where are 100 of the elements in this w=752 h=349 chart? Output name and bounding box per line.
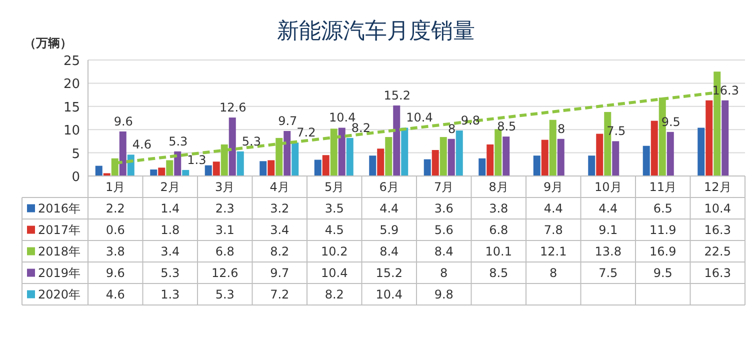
y-tick-label: 10	[63, 124, 80, 139]
bar	[432, 150, 439, 176]
bar	[260, 161, 267, 176]
bar	[103, 173, 110, 176]
data-label: 3.8	[489, 202, 508, 216]
data-label: 3.1	[215, 223, 234, 237]
data-label: 10.1	[485, 244, 512, 258]
data-label: 2.3	[215, 202, 234, 216]
data-label: 10.2	[321, 244, 348, 258]
data-label: 12.6	[212, 266, 238, 280]
bar	[385, 137, 392, 176]
chart-title: 新能源汽车月度销量	[277, 19, 475, 44]
data-label: 1.8	[160, 223, 180, 237]
bar	[228, 118, 236, 176]
annotation: 1.3	[187, 152, 206, 167]
data-label: 9.1	[598, 223, 618, 237]
data-label: 1.3	[160, 288, 180, 302]
y-tick-label: 0	[72, 170, 80, 185]
data-label: 9.8	[434, 288, 454, 302]
x-tick-label: 5月	[324, 180, 344, 194]
data-label: 4.5	[324, 223, 344, 237]
data-label: 16.9	[650, 244, 676, 258]
bar	[596, 134, 604, 176]
bar	[486, 144, 494, 176]
data-label: 7.8	[544, 223, 563, 237]
bar	[502, 136, 510, 176]
bar	[158, 168, 166, 176]
data-label: 6.8	[215, 244, 234, 258]
data-label: 13.8	[594, 244, 622, 258]
bar	[322, 155, 330, 176]
bar	[284, 130, 291, 176]
x-tick-label: 11月	[649, 180, 677, 194]
x-tick-label: 8月	[488, 180, 508, 194]
bar	[119, 131, 126, 176]
y-tick-label: 20	[63, 77, 80, 92]
y-tick-label: 25	[63, 54, 80, 69]
data-label: 5.3	[215, 288, 234, 302]
data-label: 8	[550, 266, 558, 280]
annotation: 9.8	[460, 114, 480, 128]
bar	[338, 128, 346, 176]
data-label: 9.5	[653, 266, 672, 280]
bar	[478, 158, 486, 176]
bar	[314, 160, 322, 176]
annotation: 9.7	[278, 114, 298, 128]
legend-label: 2016年	[38, 202, 81, 216]
bar	[268, 160, 275, 176]
bar	[292, 142, 299, 176]
data-label: 3.8	[106, 244, 125, 258]
annotation: 9.6	[114, 114, 133, 128]
bar	[174, 151, 182, 176]
bar	[377, 148, 384, 176]
data-label: 16.3	[704, 266, 731, 280]
data-label: 11.9	[650, 223, 676, 237]
data-label: 16.3	[704, 223, 731, 237]
y-axis-title: （万辆）	[24, 36, 72, 50]
x-tick-label: 1月	[106, 180, 126, 194]
bar	[448, 138, 455, 176]
legend-label: 2018年	[38, 244, 81, 258]
data-label: 7.2	[270, 288, 290, 302]
bar	[549, 120, 556, 176]
data-label: 5.9	[380, 223, 399, 237]
bar	[401, 128, 408, 176]
bar	[236, 151, 244, 176]
x-tick-label: 7月	[434, 180, 454, 194]
x-tick-label: 6月	[379, 180, 399, 194]
data-label: 0.6	[106, 223, 125, 237]
legend-label: 2019年	[38, 266, 81, 280]
bar	[346, 138, 354, 176]
x-tick-label: 2月	[160, 180, 180, 194]
bar	[95, 166, 102, 176]
data-label: 22.5	[704, 244, 731, 258]
bar	[166, 160, 174, 176]
bar	[666, 132, 674, 176]
data-label: 3.4	[160, 244, 180, 258]
data-label: 3.2	[270, 202, 290, 216]
data-label: 4.4	[598, 202, 618, 216]
x-tick-label: 4月	[270, 180, 290, 194]
data-label: 8.4	[434, 244, 454, 258]
bar	[369, 156, 376, 176]
data-label: 6.8	[489, 223, 508, 237]
bar	[212, 162, 220, 176]
x-tick-label: 12月	[704, 180, 732, 194]
data-label: 10.4	[321, 266, 348, 280]
x-tick-label: 3月	[215, 180, 235, 194]
bar	[588, 156, 596, 176]
data-label: 8.2	[270, 244, 290, 258]
data-label: 9.6	[106, 266, 125, 280]
data-label: 8.5	[489, 266, 508, 280]
bar	[456, 130, 463, 176]
bar	[541, 140, 548, 176]
bar	[393, 105, 400, 176]
data-label: 5.6	[434, 223, 454, 237]
x-tick-label: 10月	[594, 180, 622, 194]
bar	[494, 129, 502, 176]
bar	[722, 100, 729, 176]
annotation: 8.5	[497, 120, 516, 134]
data-label: 4.6	[106, 288, 125, 302]
data-label: 8.4	[380, 244, 399, 258]
bar	[424, 159, 431, 176]
data-label: 1.4	[160, 202, 180, 216]
